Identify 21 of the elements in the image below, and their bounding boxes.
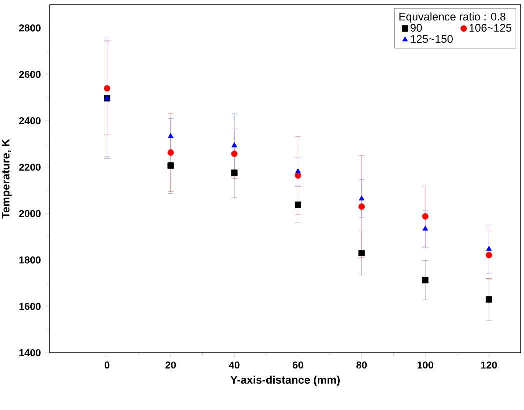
legend-label: 106~125 — [470, 24, 512, 32]
x-tick-label: 120 — [481, 362, 498, 369]
y-tick-label: 2400 — [19, 117, 41, 125]
x-tick-label: 40 — [229, 362, 240, 369]
x-axis-title: Y-axis-distance (mm) — [230, 376, 340, 386]
y-tick-label: 2000 — [19, 210, 41, 218]
y-tick-label: 2800 — [19, 24, 41, 32]
x-tick-label: 60 — [293, 362, 304, 369]
y-tick-label: 2200 — [19, 164, 41, 171]
y-tick-label: 2600 — [19, 71, 41, 78]
y-tick-label: 1600 — [20, 303, 41, 310]
x-tick-label: 0 — [104, 362, 110, 369]
x-tick-label: 20 — [166, 362, 176, 369]
y-tick-label: 1400 — [20, 349, 41, 357]
legend-label: 125~150 — [411, 35, 453, 44]
legend-title: Equvalence ratio : 0.8 — [400, 12, 506, 23]
y-tick-label: 1800 — [20, 256, 41, 264]
y-axis-title: Temperature, K — [2, 139, 12, 219]
x-tick-label: 80 — [356, 362, 368, 369]
legend-label: 90 — [410, 24, 422, 32]
x-tick-label: 100 — [418, 362, 434, 369]
